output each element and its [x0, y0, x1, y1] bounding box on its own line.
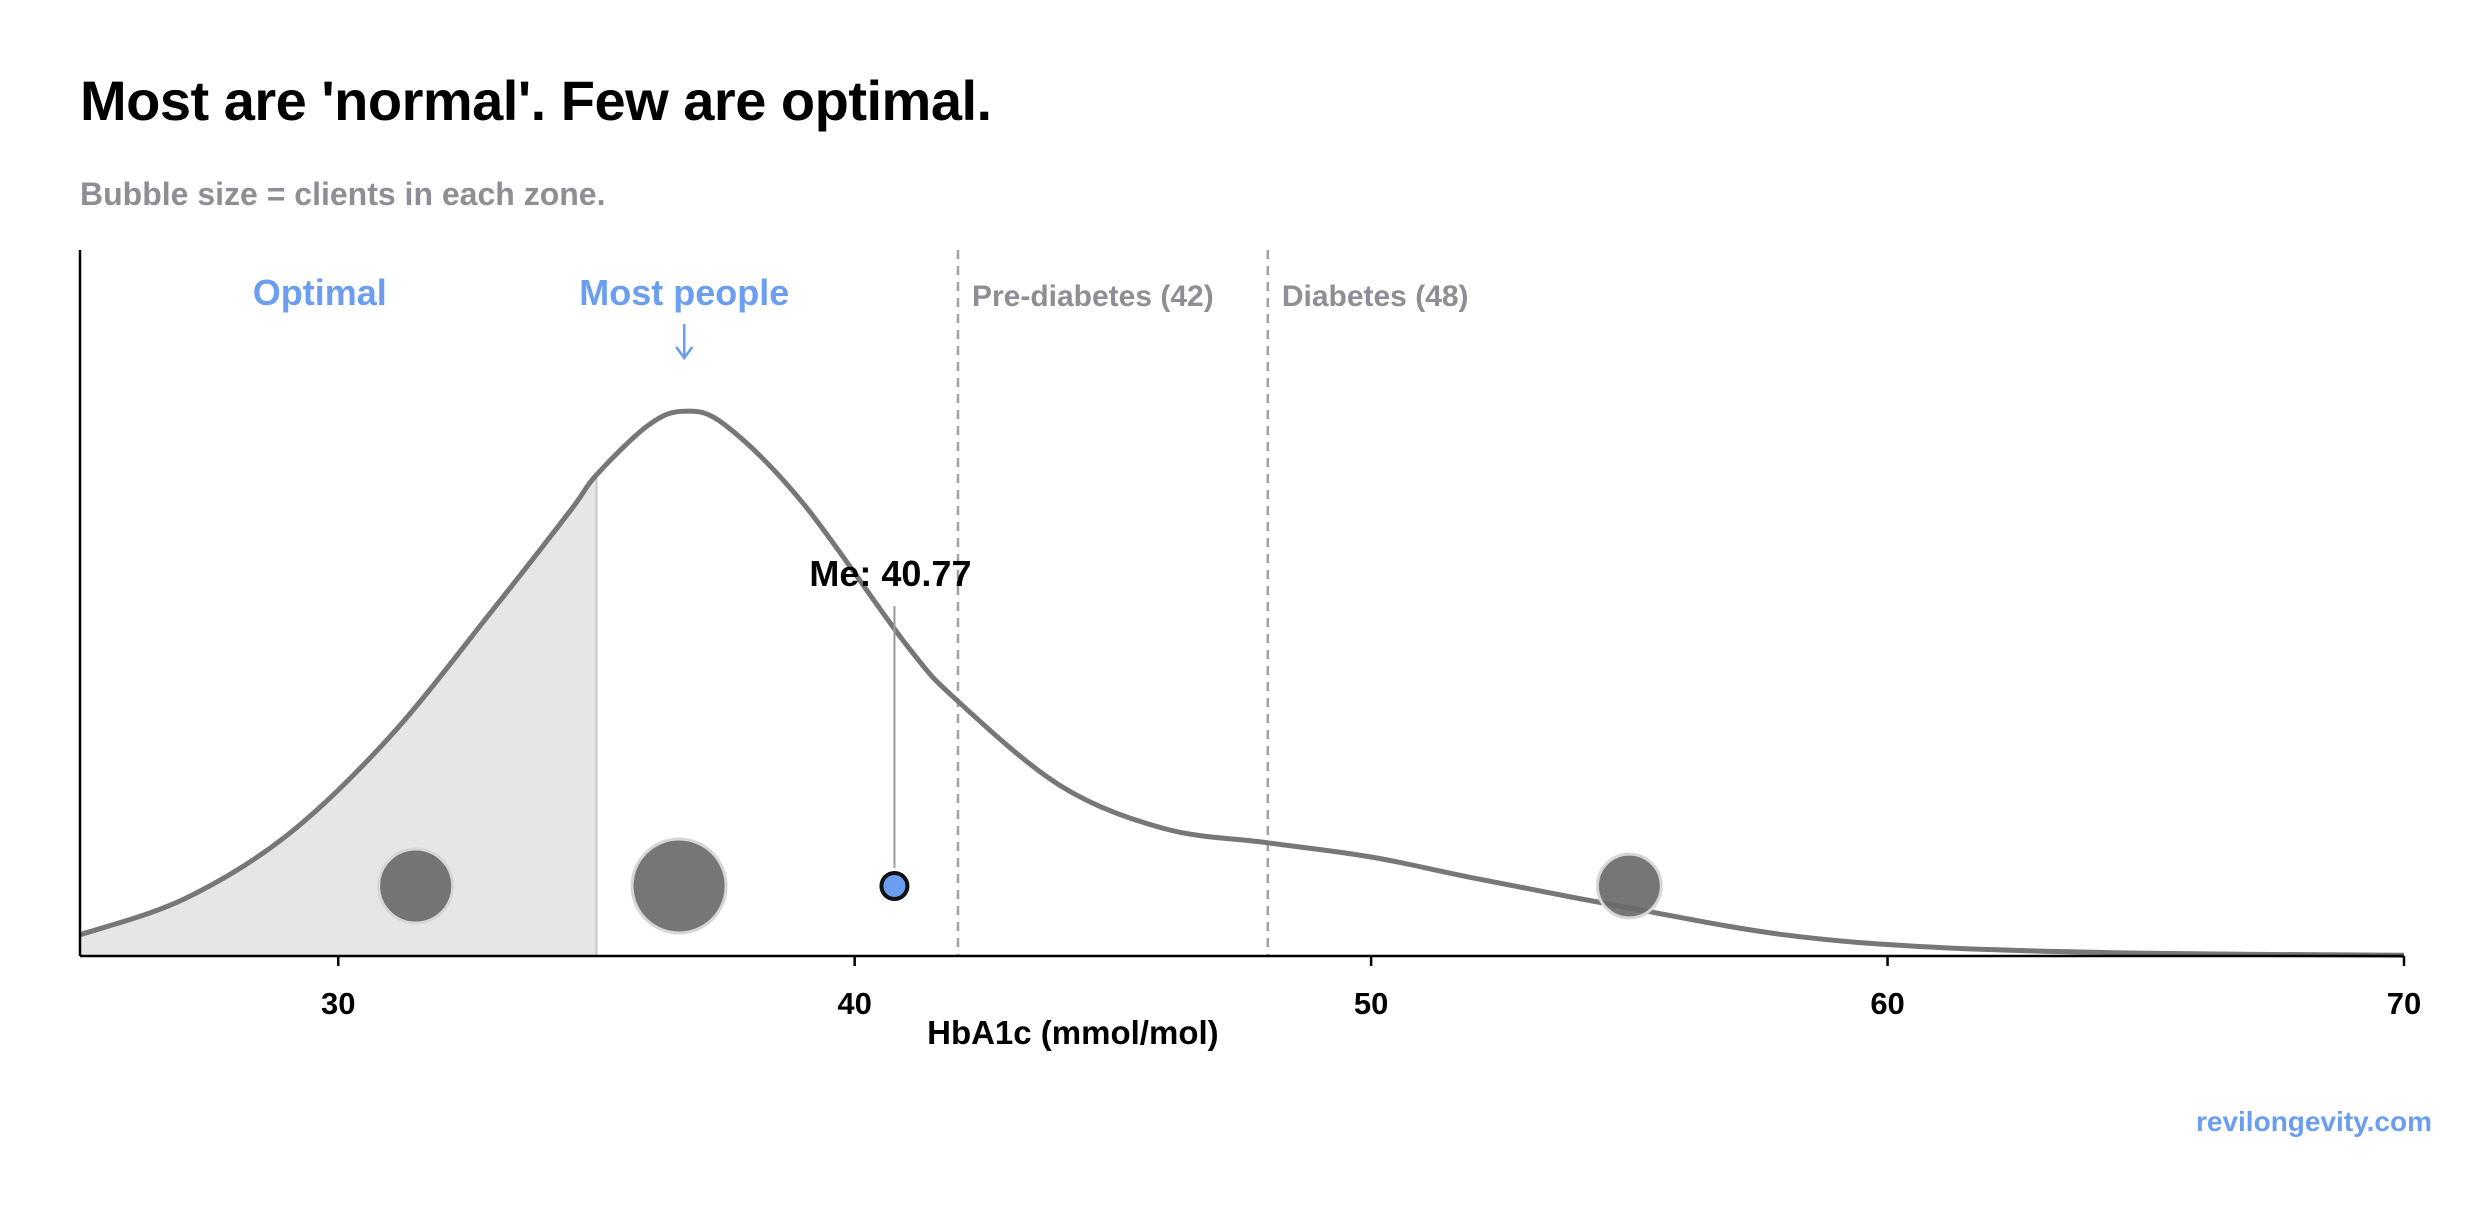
- threshold-label-1: Diabetes (48): [1282, 280, 1469, 313]
- chart-subtitle: Bubble size = clients in each zone.: [80, 176, 606, 212]
- zone-bubble-1: [630, 837, 728, 935]
- optimal-zone-label: Optimal: [253, 272, 387, 313]
- x-tick-label-70: 70: [2387, 986, 2421, 1021]
- x-tick-label-50: 50: [1354, 986, 1388, 1021]
- zone-bubble-2: [1595, 852, 1663, 920]
- x-tick-label-60: 60: [1870, 986, 1904, 1021]
- me-label: Me: 40.77: [809, 553, 971, 594]
- zone-bubble-0: [377, 847, 455, 925]
- chart-title: Most are 'normal'. Few are optimal.: [80, 69, 992, 132]
- me-point: [879, 871, 910, 901]
- most-people-label: Most people: [579, 272, 789, 313]
- most-people-arrow-head: [675, 346, 694, 361]
- optimal-zone-shading: [80, 474, 597, 956]
- threshold-label-0: Pre-diabetes (42): [972, 280, 1214, 313]
- x-axis-label: HbA1c (mmol/mol): [927, 1014, 1219, 1051]
- site-credit[interactable]: revilongevity.com: [2195, 1106, 2432, 1137]
- x-tick-label-30: 30: [321, 986, 355, 1021]
- x-tick-label-40: 40: [837, 986, 871, 1021]
- distribution-curve: [79, 408, 2405, 958]
